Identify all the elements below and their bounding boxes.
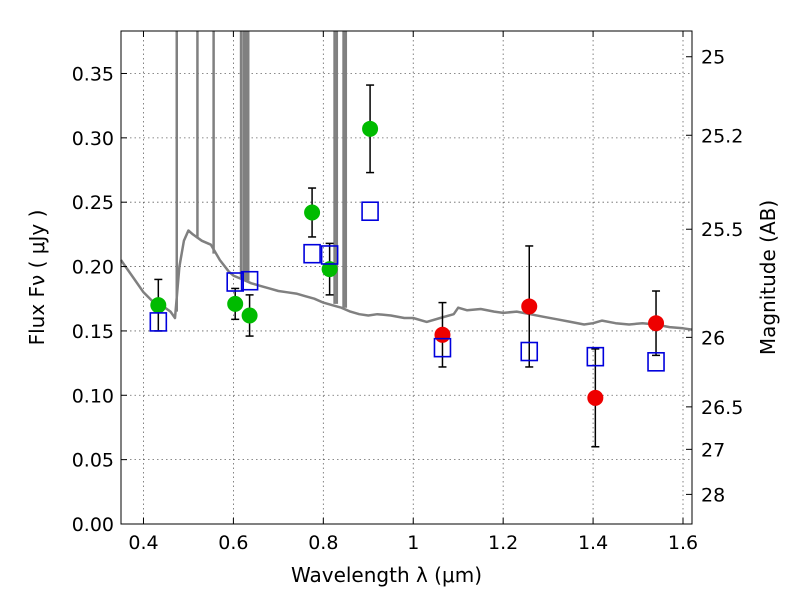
data-point-circle (304, 204, 321, 221)
data-point-square (647, 352, 665, 372)
data-point-square (240, 270, 259, 291)
plot-frame (120, 30, 693, 525)
data-point-circle (362, 120, 379, 137)
x-tick-label: 1.2 (488, 532, 518, 554)
data-point-square (520, 341, 539, 362)
data-point-circle (150, 297, 167, 314)
mag-tick-label: 25 (701, 47, 725, 69)
y-tick-label: 0.15 (72, 321, 114, 343)
errorbar-layer (154, 84, 661, 448)
y-tick-label: 0.05 (72, 450, 114, 472)
data-point-square (303, 243, 321, 264)
y-tick-label: 0.25 (72, 192, 114, 214)
y-axis-label: Flux Fν ( μJy ) (25, 210, 49, 346)
data-point-square (586, 346, 605, 367)
right-axis-label: Magnitude (AB) (756, 200, 780, 355)
data-point-square (320, 245, 339, 265)
data-point-square (149, 312, 168, 332)
data-point-circle (241, 307, 258, 324)
x-tick-label: 1.4 (578, 532, 608, 554)
mag-tick-label: 25.2 (701, 125, 743, 147)
data-point-square (433, 337, 452, 358)
data-point-square (226, 272, 244, 292)
mag-tick-label: 25.5 (701, 219, 743, 241)
mag-tick-label: 28 (701, 484, 725, 506)
data-point-circle (227, 295, 244, 312)
mag-tick-label: 27 (701, 439, 725, 461)
y-tick-label: 0.35 (72, 63, 114, 85)
grid-layer (121, 31, 692, 525)
x-tick-label: 0.8 (308, 532, 338, 554)
x-tick-label: 1 (407, 532, 419, 554)
data-point-circle (521, 298, 538, 315)
mag-tick-label: 26 (701, 327, 725, 349)
model-spectrum-line (119, 229, 693, 331)
y-tick-label: 0.30 (72, 128, 114, 150)
x-tick-label: 0.4 (128, 532, 158, 554)
y-tick-label: 0.20 (72, 257, 114, 279)
y-tick-label: 0.10 (72, 385, 114, 407)
data-point-square (361, 201, 379, 222)
data-point-circle (321, 261, 338, 278)
data-point-circle (434, 326, 451, 343)
y-tick-label: 0.00 (72, 514, 114, 536)
x-tick-label: 0.6 (218, 532, 248, 554)
x-tick-label: 1.6 (668, 532, 698, 554)
tick-layer: 0.4 0.6 0.8 1 1.2 1.4 1.6 0.00 0.05 0.10 0.15 0.20 0… (72, 31, 743, 554)
x-axis-label: Wavelength λ (μm) (291, 563, 482, 587)
data-point-circle (587, 389, 604, 406)
mag-tick-label: 26.5 (701, 397, 743, 419)
spectrum-layer (119, 31, 693, 331)
data-point-circle (648, 315, 665, 332)
marker-layer (149, 120, 665, 406)
